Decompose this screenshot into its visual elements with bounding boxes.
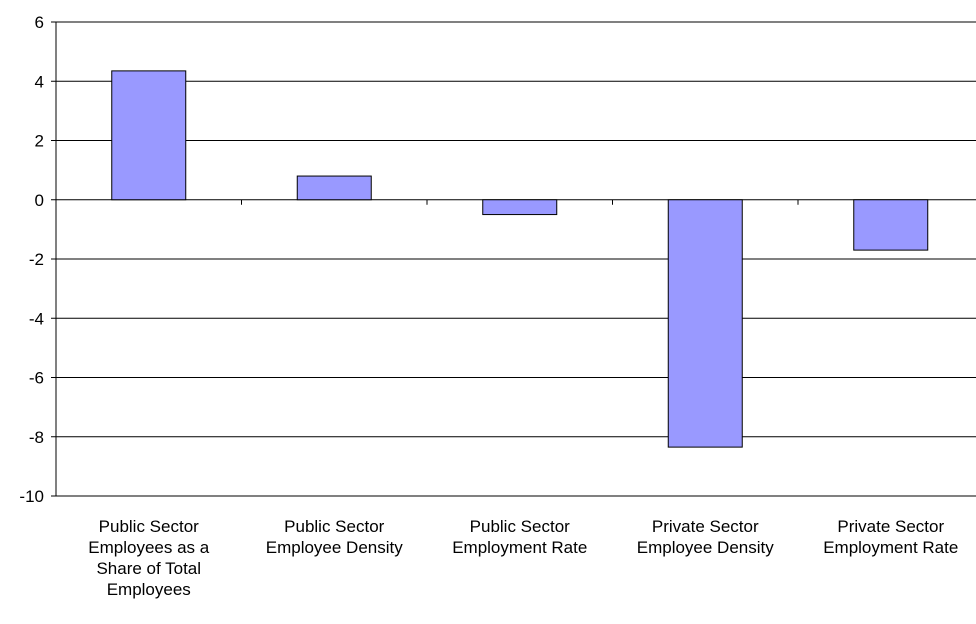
y-tick-label: 6 — [35, 13, 44, 32]
bar — [111, 70, 187, 201]
x-category-label-line: Public Sector — [284, 517, 384, 536]
x-category-label-line: Private Sector — [837, 517, 944, 536]
y-tick-label: 0 — [35, 191, 44, 210]
gridlines — [56, 21, 976, 497]
x-category-label: Public Sector Employment Rate — [452, 517, 587, 557]
x-category-label-line: Public Sector — [99, 517, 199, 536]
bar — [482, 199, 558, 216]
x-category-label-line: Share of Total — [96, 559, 201, 578]
bar — [296, 175, 372, 201]
y-tick-label: -8 — [29, 428, 44, 447]
x-category-label-line: Employee Density — [266, 538, 404, 557]
y-tick-label: -4 — [29, 309, 44, 328]
x-category-label-line: Employees — [107, 580, 191, 599]
bar — [667, 199, 743, 448]
x-category-label: Public Sector Employee Density — [266, 517, 404, 557]
y-tick-labels: 6 4 2 0 -2 -4 -6 -8 -10 — [19, 13, 44, 506]
x-category-label: Public Sector Employees as a Share of Tota… — [88, 517, 209, 599]
y-tick-label: 2 — [35, 132, 44, 151]
y-tick-label: -6 — [29, 369, 44, 388]
x-category-label-line: Employment Rate — [823, 538, 958, 557]
x-category-label-line: Employment Rate — [452, 538, 587, 557]
x-category-label-line: Employees as a — [88, 538, 209, 557]
bar — [853, 199, 929, 251]
axes — [51, 21, 799, 497]
x-category-label-line: Public Sector — [470, 517, 570, 536]
y-tick-label: -2 — [29, 250, 44, 269]
y-tick-label: -10 — [19, 487, 44, 506]
x-category-label: Private Sector Employment Rate — [823, 517, 958, 557]
y-tick-label: 4 — [35, 72, 44, 91]
x-category-label-line: Employee Density — [637, 538, 775, 557]
x-category-label: Private Sector Employee Density — [637, 517, 775, 557]
x-category-labels: Public Sector Employees as a Share of Tota… — [88, 517, 958, 599]
bars — [111, 70, 929, 448]
x-category-label-line: Private Sector — [652, 517, 759, 536]
